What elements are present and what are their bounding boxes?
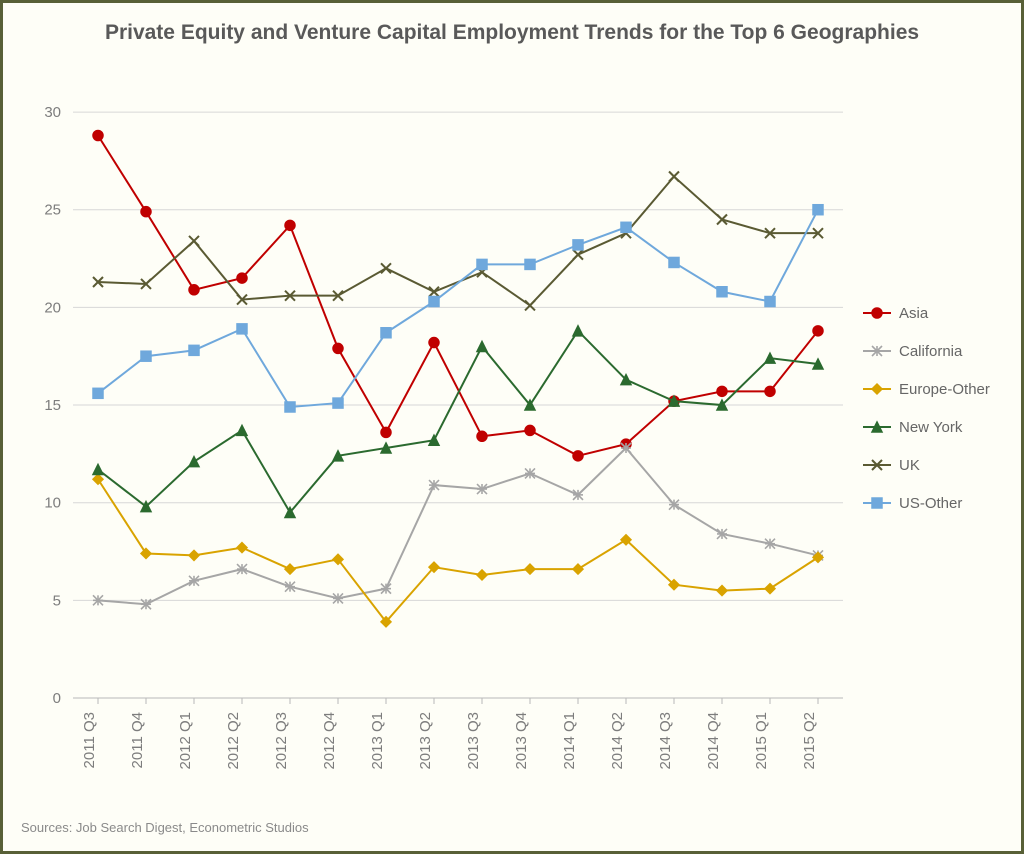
legend-label: Europe-Other bbox=[899, 381, 990, 398]
x-tick-label: 2013 Q4 bbox=[513, 712, 530, 770]
source-text: Sources: Job Search Digest, Econometric … bbox=[21, 820, 309, 835]
y-tick-label: 25 bbox=[44, 202, 61, 219]
series-asia bbox=[93, 131, 823, 461]
legend-item: New York bbox=[863, 419, 963, 436]
y-tick-label: 5 bbox=[53, 592, 61, 609]
x-tick-label: 2011 Q3 bbox=[81, 712, 98, 768]
x-tick-label: 2015 Q2 bbox=[801, 712, 818, 770]
x-tick-label: 2012 Q1 bbox=[177, 712, 194, 770]
x-tick-label: 2015 Q1 bbox=[753, 712, 770, 770]
series-us-other bbox=[93, 205, 823, 412]
x-tick-label: 2014 Q1 bbox=[561, 712, 578, 770]
x-tick-label: 2013 Q2 bbox=[417, 712, 434, 770]
series-europe-other bbox=[93, 474, 823, 627]
x-tick-label: 2012 Q4 bbox=[321, 712, 338, 770]
x-tick-label: 2014 Q3 bbox=[657, 712, 674, 770]
x-tick-label: 2012 Q2 bbox=[225, 712, 242, 770]
line-chart: 0 5 10 15 20 25 30 2011 Q3 2011 Q4 2012 Q1 2012 Q2… bbox=[3, 3, 1024, 854]
legend-label: UK bbox=[899, 457, 920, 474]
x-tick-label: 2014 Q2 bbox=[609, 712, 626, 770]
legend-item: California bbox=[863, 343, 963, 360]
legend-item: Europe-Other bbox=[863, 381, 990, 398]
series-uk bbox=[93, 172, 823, 311]
series-new-york bbox=[93, 326, 823, 518]
x-tick-label: 2013 Q3 bbox=[465, 712, 482, 770]
y-tick-label: 10 bbox=[44, 495, 61, 512]
x-tick-label: 2013 Q1 bbox=[369, 712, 386, 770]
x-tick-label: 2011 Q4 bbox=[129, 712, 146, 768]
series-california bbox=[93, 443, 823, 609]
legend-item: Asia bbox=[863, 305, 929, 322]
x-tick-label: 2012 Q3 bbox=[273, 712, 290, 770]
chart-frame: Private Equity and Venture Capital Emplo… bbox=[0, 0, 1024, 854]
legend-item: US-Other bbox=[863, 495, 962, 512]
y-tick-label: 30 bbox=[44, 104, 61, 121]
legend-label: New York bbox=[899, 419, 963, 436]
legend-label: California bbox=[899, 343, 963, 360]
legend-label: US-Other bbox=[899, 495, 962, 512]
y-tick-label: 15 bbox=[44, 397, 61, 414]
y-tick-label: 20 bbox=[44, 299, 61, 316]
legend-label: Asia bbox=[899, 305, 929, 322]
x-tick-label: 2014 Q4 bbox=[705, 712, 722, 770]
legend-item: UK bbox=[863, 457, 920, 474]
y-tick-label: 0 bbox=[53, 690, 61, 707]
